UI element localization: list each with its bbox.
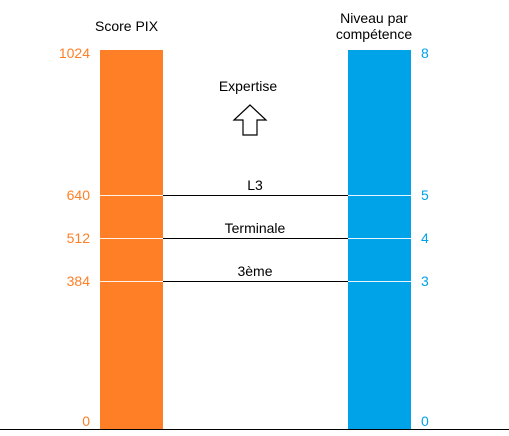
level-label-3eme: 3ème (237, 263, 273, 279)
up-arrow-outline-icon (232, 104, 268, 136)
left-tick-512: 512 (66, 230, 90, 246)
left-tick-1024: 1024 (58, 45, 90, 61)
right-tick-8: 8 (421, 45, 429, 61)
right-tick-5: 5 (421, 187, 429, 203)
right-axis-title-line2: compétence (335, 26, 413, 42)
score-pix-bar (100, 50, 163, 429)
score-bar-mark-384 (100, 281, 163, 282)
score-bar-mark-640 (100, 195, 163, 196)
level-line-terminale (163, 238, 348, 239)
left-tick-0: 0 (82, 413, 90, 429)
niveau-bar-mark-5 (348, 195, 411, 196)
left-tick-640: 640 (66, 187, 90, 203)
level-label-l3: L3 (247, 177, 263, 193)
niveau-bar (348, 50, 411, 429)
niveau-bar-mark-4 (348, 238, 411, 239)
right-tick-3: 3 (421, 273, 429, 289)
baseline (0, 429, 509, 430)
expertise-label: Expertise (218, 78, 278, 94)
left-tick-384: 384 (66, 273, 90, 289)
level-label-terminale: Terminale (224, 220, 286, 236)
niveau-bar-mark-3 (348, 281, 411, 282)
left-axis-title: Score PIX (95, 18, 159, 34)
score-bar-mark-512 (100, 238, 163, 239)
right-axis-title-line1: Niveau par (340, 10, 408, 26)
right-tick-0: 0 (421, 413, 429, 429)
level-line-l3 (163, 195, 348, 196)
right-tick-4: 4 (421, 230, 429, 246)
level-line-3eme (163, 281, 348, 282)
